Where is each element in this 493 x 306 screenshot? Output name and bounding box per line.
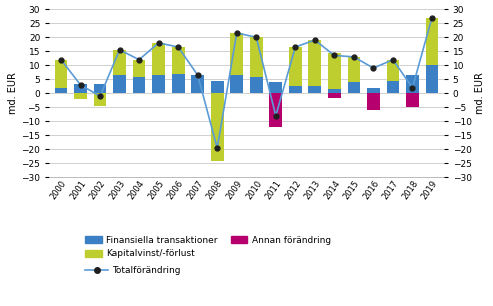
Bar	[348, 57, 360, 82]
Bar	[328, 53, 341, 89]
Bar	[74, 93, 87, 99]
Bar	[133, 76, 145, 93]
Y-axis label: md. EUR: md. EUR	[8, 73, 19, 114]
Bar	[270, 82, 282, 93]
Bar	[406, 75, 419, 93]
Bar	[230, 33, 243, 75]
Bar	[191, 75, 204, 93]
Bar	[367, 88, 380, 93]
Bar	[270, 93, 282, 127]
Bar	[387, 60, 399, 81]
Bar	[367, 93, 380, 110]
Bar	[94, 93, 106, 106]
Bar	[328, 93, 341, 98]
Bar	[289, 47, 302, 86]
Bar	[309, 40, 321, 86]
Bar	[406, 93, 419, 107]
Bar	[113, 75, 126, 93]
Bar	[289, 86, 302, 93]
Bar	[152, 43, 165, 75]
Bar	[328, 89, 341, 93]
Bar	[55, 60, 68, 88]
Y-axis label: md. EUR: md. EUR	[474, 73, 485, 114]
Bar	[113, 50, 126, 75]
Bar	[270, 93, 282, 127]
Bar	[250, 76, 263, 93]
Bar	[250, 37, 263, 76]
Bar	[348, 82, 360, 93]
Bar	[211, 81, 223, 93]
Bar	[309, 86, 321, 93]
Bar	[211, 93, 223, 161]
Bar	[55, 88, 68, 93]
Bar	[172, 74, 184, 93]
Legend: Totalförändring: Totalförändring	[85, 266, 181, 275]
Bar	[172, 47, 184, 74]
Bar	[133, 60, 145, 76]
Bar	[425, 18, 438, 65]
Bar	[74, 84, 87, 93]
Bar	[387, 81, 399, 93]
Bar	[425, 65, 438, 93]
Bar	[94, 84, 106, 93]
Bar	[230, 75, 243, 93]
Bar	[152, 75, 165, 93]
